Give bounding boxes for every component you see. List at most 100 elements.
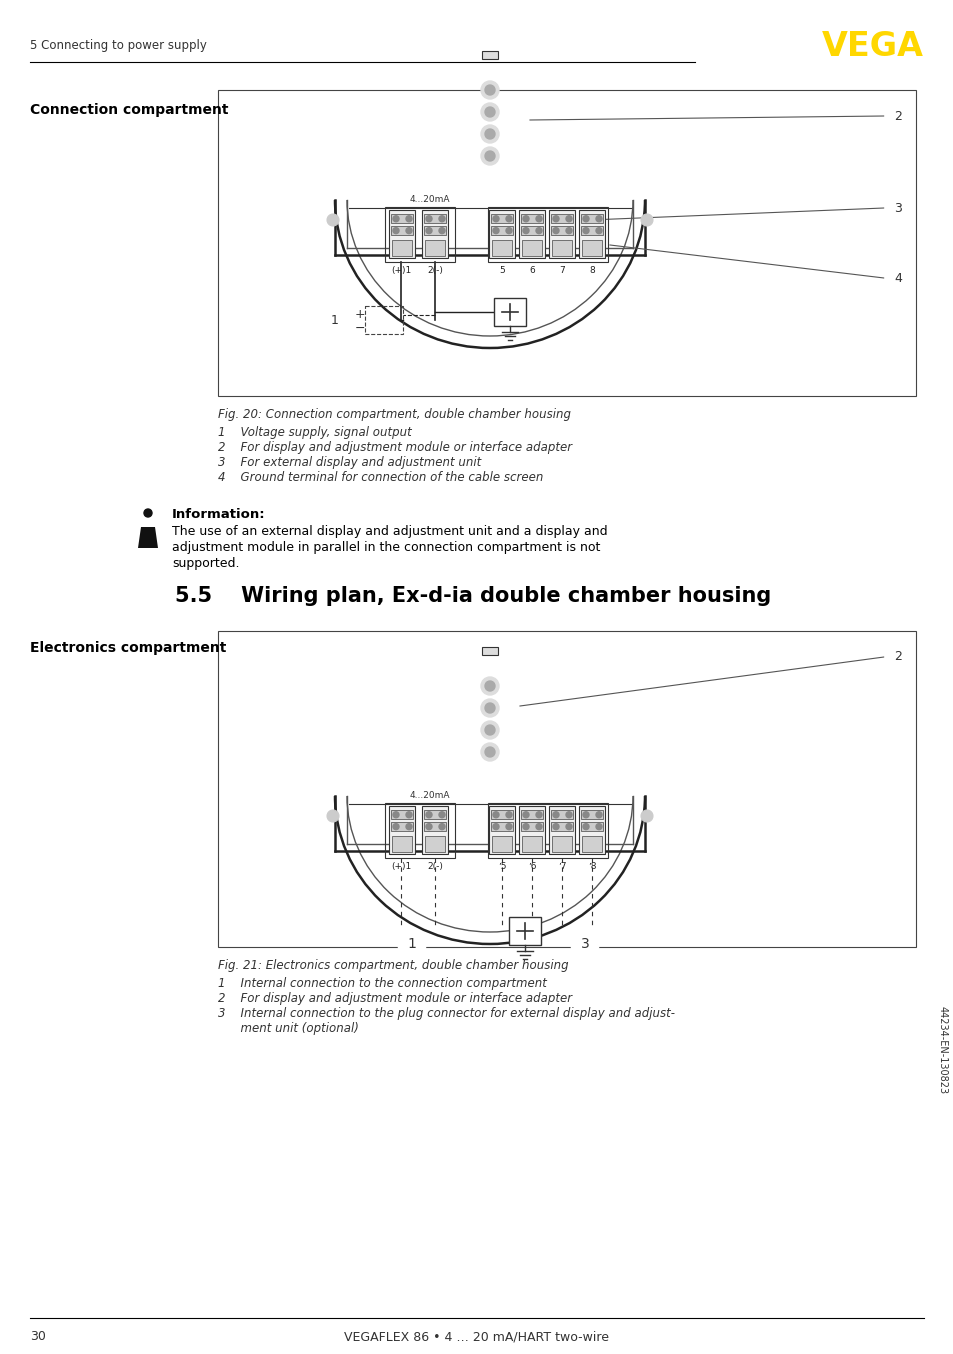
- Text: ʼ8: ʼ8: [587, 862, 596, 871]
- Bar: [423, 226, 446, 236]
- Circle shape: [406, 215, 412, 222]
- Circle shape: [884, 103, 910, 129]
- Circle shape: [565, 227, 572, 234]
- Bar: [492, 241, 512, 256]
- Circle shape: [536, 215, 541, 222]
- Bar: [491, 226, 513, 236]
- Bar: [521, 241, 541, 256]
- Circle shape: [505, 227, 512, 234]
- Text: 2    For display and adjustment module or interface adapter: 2 For display and adjustment module or i…: [218, 441, 572, 454]
- Bar: [391, 214, 413, 223]
- Bar: [218, 631, 915, 946]
- Circle shape: [582, 823, 588, 830]
- Text: 30: 30: [30, 1331, 46, 1343]
- Circle shape: [406, 812, 412, 818]
- Bar: [548, 210, 575, 259]
- Bar: [389, 806, 415, 854]
- Circle shape: [484, 703, 495, 714]
- Circle shape: [582, 215, 588, 222]
- Bar: [424, 241, 444, 256]
- Text: +: +: [355, 307, 365, 321]
- Circle shape: [514, 919, 536, 942]
- Text: 2    For display and adjustment module or interface adapter: 2 For display and adjustment module or i…: [218, 992, 572, 1005]
- Circle shape: [484, 107, 495, 116]
- Text: 7: 7: [558, 265, 564, 275]
- Text: 2: 2: [893, 650, 901, 663]
- Circle shape: [426, 227, 432, 234]
- Circle shape: [480, 743, 498, 761]
- Bar: [421, 210, 448, 259]
- Circle shape: [327, 810, 338, 822]
- Bar: [391, 810, 413, 819]
- Circle shape: [522, 215, 529, 222]
- Text: 2(-): 2(-): [427, 265, 442, 275]
- Circle shape: [144, 509, 152, 517]
- Circle shape: [536, 823, 541, 830]
- Bar: [548, 806, 575, 854]
- Text: Fig. 20: Connection compartment, double chamber housing: Fig. 20: Connection compartment, double …: [218, 408, 571, 421]
- Text: (+)1: (+)1: [391, 265, 411, 275]
- Bar: [578, 210, 604, 259]
- Bar: [423, 214, 446, 223]
- Bar: [580, 226, 602, 236]
- Bar: [581, 837, 601, 852]
- Circle shape: [505, 812, 512, 818]
- Circle shape: [322, 307, 348, 333]
- Bar: [365, 306, 402, 334]
- Circle shape: [480, 125, 498, 144]
- Circle shape: [582, 227, 588, 234]
- Circle shape: [480, 103, 498, 121]
- Bar: [552, 837, 572, 852]
- Bar: [581, 241, 601, 256]
- Circle shape: [565, 215, 572, 222]
- Bar: [489, 806, 515, 854]
- Circle shape: [565, 823, 572, 830]
- Circle shape: [505, 215, 512, 222]
- Circle shape: [438, 227, 444, 234]
- Bar: [491, 822, 513, 831]
- Circle shape: [426, 823, 432, 830]
- Bar: [520, 810, 542, 819]
- Bar: [518, 210, 544, 259]
- Text: Electronics compartment: Electronics compartment: [30, 640, 226, 655]
- Text: ʼ6: ʼ6: [527, 862, 536, 871]
- Bar: [509, 917, 540, 945]
- Text: 6: 6: [529, 265, 535, 275]
- Text: VEGA: VEGA: [821, 30, 923, 62]
- Bar: [488, 207, 607, 263]
- Text: Information:: Information:: [172, 508, 265, 521]
- Circle shape: [884, 265, 910, 291]
- Text: 1: 1: [407, 937, 416, 951]
- Circle shape: [493, 823, 498, 830]
- Text: 3    For external display and adjustment unit: 3 For external display and adjustment un…: [218, 456, 480, 468]
- Circle shape: [406, 227, 412, 234]
- Bar: [491, 214, 513, 223]
- Circle shape: [522, 227, 529, 234]
- Text: Fig. 21: Electronics compartment, double chamber housing: Fig. 21: Electronics compartment, double…: [218, 959, 568, 972]
- Circle shape: [505, 823, 512, 830]
- Bar: [423, 822, 446, 831]
- Circle shape: [393, 823, 398, 830]
- Text: 5: 5: [498, 265, 504, 275]
- Bar: [520, 214, 542, 223]
- Bar: [494, 298, 525, 326]
- Circle shape: [596, 227, 601, 234]
- Text: 4    Ground terminal for connection of the cable screen: 4 Ground terminal for connection of the …: [218, 471, 543, 483]
- Text: supported.: supported.: [172, 556, 239, 570]
- Circle shape: [596, 812, 601, 818]
- Bar: [392, 241, 412, 256]
- Text: ʼ5: ʼ5: [497, 862, 506, 871]
- Text: 1    Voltage supply, signal output: 1 Voltage supply, signal output: [218, 427, 412, 439]
- Circle shape: [438, 215, 444, 222]
- Text: (+)1: (+)1: [391, 862, 411, 871]
- Circle shape: [640, 214, 652, 226]
- Text: 4...20mA: 4...20mA: [410, 195, 450, 204]
- Bar: [421, 806, 448, 854]
- Bar: [481, 51, 497, 60]
- Bar: [488, 803, 607, 858]
- Text: 2: 2: [893, 110, 901, 122]
- Circle shape: [393, 215, 398, 222]
- Bar: [391, 226, 413, 236]
- Text: 5 Connecting to power supply: 5 Connecting to power supply: [30, 39, 207, 53]
- Circle shape: [884, 645, 910, 670]
